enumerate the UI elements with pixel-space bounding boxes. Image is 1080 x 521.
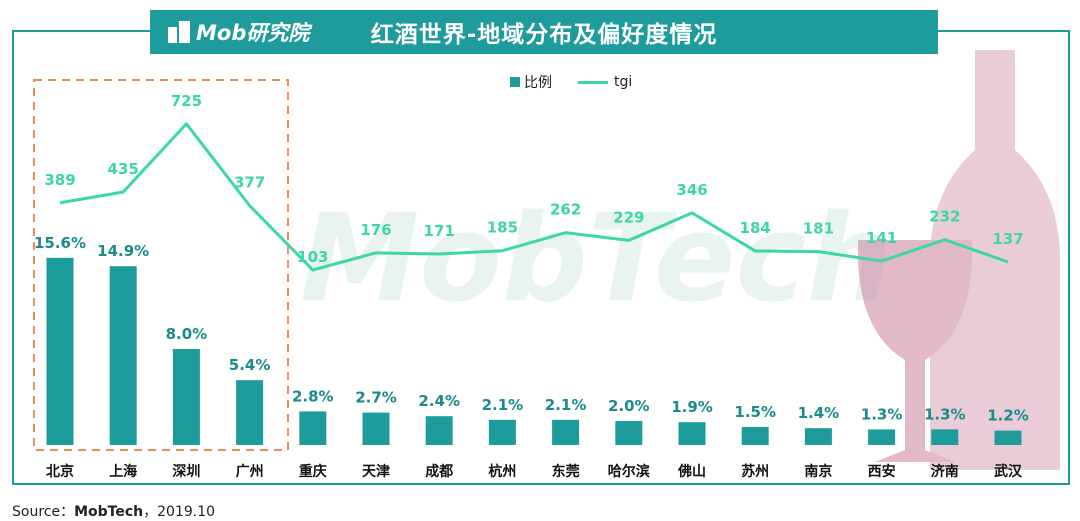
bar-value-label: 1.4% <box>798 404 840 422</box>
tgi-value-label: 725 <box>171 92 202 110</box>
tgi-value-label: 377 <box>234 174 265 192</box>
category-label: 上海 <box>109 463 137 480</box>
category-label: 济南 <box>931 463 959 480</box>
bar-value-label: 2.4% <box>418 392 460 410</box>
watermark-text: MobTech <box>300 190 892 329</box>
legend-line-swatch <box>578 80 608 84</box>
bar-2 <box>172 349 200 445</box>
highlight-box <box>33 79 289 451</box>
source-prefix: Source： <box>12 504 75 520</box>
bar-4 <box>299 411 327 445</box>
bar-15 <box>994 430 1022 445</box>
bar-value-label: 1.3% <box>924 405 966 423</box>
bar-value-label: 15.6% <box>34 234 86 252</box>
header-banner: Mob研究院 红酒世界-地域分布及偏好度情况 <box>150 10 938 54</box>
category-label: 杭州 <box>488 463 516 480</box>
source-note: Source：MobTech，2019.10 <box>12 501 215 521</box>
tgi-line <box>59 122 1009 272</box>
chart-legend: 比例 tgi <box>510 72 632 92</box>
bar-12 <box>804 428 832 445</box>
bar-13 <box>868 429 896 445</box>
bar-value-label: 1.5% <box>734 403 776 421</box>
mob-logo: Mob研究院 <box>168 10 309 54</box>
category-label: 佛山 <box>677 463 706 480</box>
bar-3 <box>236 380 264 445</box>
tgi-value-label: 137 <box>992 230 1023 248</box>
bar-value-label: 8.0% <box>166 325 208 343</box>
wine-bottle-illustration <box>857 50 1060 470</box>
tgi-value-label: 171 <box>424 222 455 240</box>
bar-value-label: 2.7% <box>355 389 397 407</box>
bar-value-label: 2.1% <box>545 396 587 414</box>
bar-value-label: 1.9% <box>671 398 713 416</box>
legend-bar-swatch <box>510 77 520 87</box>
legend-bar-label: 比例 <box>524 75 552 91</box>
bar-1 <box>109 266 137 445</box>
category-label: 深圳 <box>172 463 200 480</box>
bar-7 <box>488 419 516 445</box>
tgi-value-label: 232 <box>929 208 960 226</box>
bar-0 <box>46 257 74 445</box>
tgi-value-label: 181 <box>803 220 834 238</box>
bar-value-label: 5.4% <box>229 356 271 374</box>
tgi-value-label: 103 <box>297 248 328 266</box>
bar-value-label: 2.0% <box>608 397 650 415</box>
bar-14 <box>931 429 959 445</box>
bar-5 <box>362 412 390 445</box>
tgi-value-label: 389 <box>44 171 75 189</box>
category-label: 成都 <box>425 463 453 480</box>
tgi-value-label: 176 <box>360 221 391 239</box>
tgi-value-label: 346 <box>676 181 707 199</box>
bar-value-label: 1.2% <box>987 407 1029 425</box>
category-label: 西安 <box>868 463 896 480</box>
source-brand: MobTech <box>74 504 144 520</box>
tgi-value-label: 184 <box>740 219 771 237</box>
tgi-value-label: 229 <box>613 208 644 226</box>
bar-9 <box>615 421 643 445</box>
category-label: 天津 <box>362 463 390 480</box>
category-label: 南京 <box>804 463 832 480</box>
bar-value-label: 1.3% <box>861 405 903 423</box>
category-label: 苏州 <box>741 463 769 480</box>
bar-value-label: 2.8% <box>292 387 334 405</box>
bar-8 <box>552 419 580 445</box>
tgi-value-label: 185 <box>487 219 518 237</box>
legend-line-label: tgi <box>614 74 633 90</box>
category-label: 北京 <box>46 463 74 480</box>
category-label: 哈尔滨 <box>608 463 650 480</box>
bar-value-label: 2.1% <box>482 396 524 414</box>
bar-6 <box>425 416 453 445</box>
bar-11 <box>741 427 769 445</box>
category-label: 武汉 <box>994 463 1023 480</box>
bar-10 <box>678 422 706 445</box>
source-date: ，2019.10 <box>143 504 216 520</box>
tgi-value-label: 141 <box>866 229 897 247</box>
category-label: 重庆 <box>299 463 327 480</box>
page-title: 红酒世界-地域分布及偏好度情况 <box>370 22 718 48</box>
tgi-value-label: 262 <box>550 201 581 219</box>
category-label: 东莞 <box>552 463 580 480</box>
mob-logo-icon <box>168 21 190 43</box>
logo-text: Mob研究院 <box>196 21 310 45</box>
category-label: 广州 <box>236 463 264 480</box>
bar-value-label: 14.9% <box>97 242 149 260</box>
tgi-value-label: 435 <box>108 160 139 178</box>
